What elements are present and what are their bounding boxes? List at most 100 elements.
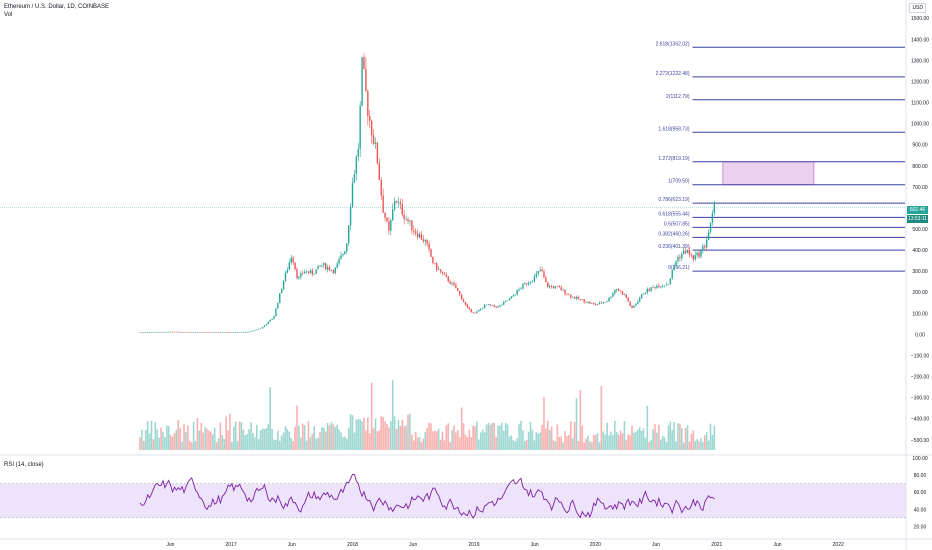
price-candle	[470, 308, 472, 312]
price-candle	[221, 332, 224, 333]
price-candle	[656, 285, 658, 288]
volume-bar	[240, 422, 243, 450]
price-candle	[298, 276, 300, 279]
price-candle	[280, 288, 283, 294]
volume-bar	[374, 418, 377, 450]
price-candle	[600, 302, 603, 304]
price-candle	[503, 302, 505, 305]
volume-bar	[294, 426, 296, 450]
volume-bar	[290, 438, 293, 450]
price-candle	[156, 331, 158, 333]
volume-bar	[328, 425, 331, 450]
volume-bar	[665, 442, 668, 450]
price-candle	[491, 304, 493, 306]
volume-bar	[282, 432, 285, 450]
price-candle	[648, 288, 650, 291]
price-candle	[384, 212, 386, 218]
price-candle	[535, 273, 538, 277]
volume-bar	[518, 424, 520, 450]
volume-bar	[213, 427, 216, 450]
volume-bar	[568, 434, 570, 450]
volume-bar	[560, 436, 562, 450]
price-candle	[629, 301, 631, 306]
volume-bar	[167, 426, 170, 450]
volume-bar	[244, 435, 247, 450]
price-candle	[468, 307, 470, 309]
target-box[interactable]	[722, 161, 815, 186]
volume-bar	[405, 425, 407, 450]
volume-bar	[259, 430, 262, 450]
price-candle	[539, 269, 541, 272]
price-axis-tick: 300.00	[912, 269, 928, 275]
price-candle	[646, 288, 649, 293]
price-candle	[447, 276, 449, 282]
price-candle	[256, 329, 258, 331]
price-candle	[506, 300, 509, 302]
volume-bar	[447, 423, 450, 450]
price-candle	[711, 213, 714, 223]
volume-bar	[231, 442, 233, 450]
price-candle	[273, 316, 275, 320]
volume-bar	[275, 439, 277, 450]
price-candle	[437, 269, 440, 270]
price-candle	[154, 332, 157, 333]
price-candle	[698, 252, 700, 257]
volume-bar	[143, 440, 145, 450]
price-candle	[267, 321, 269, 325]
price-candle	[210, 332, 212, 333]
price-candle	[489, 304, 492, 306]
price-candle	[332, 270, 335, 274]
price-candle	[619, 290, 622, 292]
fibonacci-levels[interactable]: 0(396.21) 0.236(401.39) 0.382(460.26) 0.5(5…	[656, 41, 905, 272]
price-candle	[591, 303, 593, 304]
price-candle	[623, 294, 626, 296]
volume-bar	[430, 423, 432, 450]
volume-bar	[681, 428, 683, 450]
price-candle	[581, 299, 583, 300]
volume-bar	[501, 422, 503, 450]
volume-bar	[499, 425, 501, 450]
time-axis-tick: Jun	[652, 542, 660, 548]
price-candle	[208, 332, 210, 333]
price-axis-tick: 500.00	[912, 227, 928, 233]
volume-bar	[705, 431, 708, 450]
fib-level-label: 0(396.21)	[668, 265, 690, 271]
volume-bar	[535, 432, 538, 450]
price-candle	[466, 304, 469, 308]
volume-bar	[640, 430, 643, 450]
volume-bar	[481, 429, 484, 450]
volume-bar	[269, 387, 271, 450]
volume-bar	[673, 422, 675, 450]
price-candle	[269, 320, 271, 322]
volume-bar	[589, 441, 591, 450]
volume-bar	[592, 434, 595, 450]
volume-bar	[365, 430, 367, 450]
price-axis-tick: 1200.00	[911, 79, 929, 85]
price-candle	[596, 304, 599, 306]
price-candle	[330, 270, 333, 271]
price-candle	[401, 204, 403, 215]
price-candle	[160, 331, 162, 333]
price-candle	[667, 284, 670, 285]
price-candle	[508, 298, 511, 301]
volume-bar	[627, 434, 630, 450]
price-candle	[346, 243, 348, 252]
volume-bar	[489, 424, 492, 450]
price-candle	[455, 284, 457, 289]
rsi-band-fill	[0, 483, 906, 518]
volume-bar	[453, 425, 455, 450]
price-candle	[259, 328, 262, 330]
price-candle	[696, 252, 698, 256]
price-candle	[392, 209, 394, 221]
price-candle	[248, 331, 250, 333]
currency-label[interactable]: USD	[909, 3, 926, 13]
price-candle	[334, 267, 336, 274]
fib-level-label: 0.236(401.39)	[658, 244, 689, 250]
price-candle	[238, 332, 241, 333]
volume-bar	[621, 433, 624, 450]
price-candle	[441, 271, 444, 274]
volume-bar	[187, 425, 189, 450]
price-candle	[150, 332, 153, 333]
